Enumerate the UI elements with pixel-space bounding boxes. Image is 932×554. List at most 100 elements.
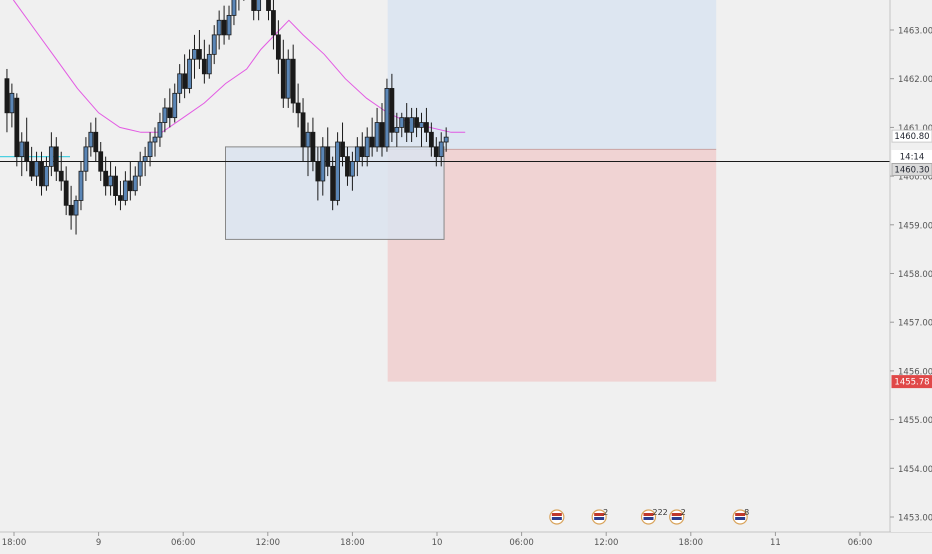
candle[interactable] <box>345 156 350 177</box>
candle[interactable] <box>118 195 123 201</box>
candle[interactable] <box>320 146 326 182</box>
candle[interactable] <box>384 88 390 148</box>
candle[interactable] <box>197 49 202 60</box>
candle[interactable] <box>24 141 30 162</box>
candle[interactable] <box>335 141 340 201</box>
candle[interactable] <box>359 146 365 158</box>
candle[interactable] <box>256 0 262 11</box>
candle[interactable] <box>78 170 84 201</box>
candle[interactable] <box>310 131 316 162</box>
candle[interactable] <box>374 122 380 148</box>
candle[interactable] <box>39 161 44 187</box>
candle[interactable] <box>108 175 113 187</box>
x-tick-label: 12:00 <box>256 538 281 548</box>
candle[interactable] <box>201 58 207 75</box>
candle[interactable] <box>221 19 227 36</box>
candle[interactable] <box>34 161 39 177</box>
candle[interactable] <box>44 165 49 187</box>
candle[interactable] <box>394 127 400 133</box>
candle[interactable] <box>122 180 128 201</box>
y-tick-label: 1460.00 <box>898 173 932 183</box>
candle[interactable] <box>211 34 217 55</box>
candle[interactable] <box>369 136 375 148</box>
candle[interactable] <box>414 117 419 128</box>
candle[interactable] <box>152 136 158 143</box>
candle[interactable] <box>354 146 360 162</box>
candle[interactable] <box>379 122 385 148</box>
candle[interactable] <box>63 180 69 206</box>
candle[interactable] <box>83 146 89 172</box>
candle[interactable] <box>226 14 232 36</box>
candle[interactable] <box>389 88 395 133</box>
candle[interactable] <box>206 53 212 75</box>
candle[interactable] <box>88 131 94 148</box>
candle[interactable] <box>443 136 449 143</box>
candle[interactable] <box>231 0 237 16</box>
candle[interactable] <box>295 102 301 114</box>
candle[interactable] <box>177 73 183 94</box>
us-flag-icon-stripe <box>643 513 654 516</box>
candle[interactable] <box>167 107 173 119</box>
candle[interactable] <box>290 58 296 104</box>
candle[interactable] <box>132 175 138 192</box>
candle[interactable] <box>137 161 143 177</box>
candle[interactable] <box>364 136 370 158</box>
candle[interactable] <box>93 131 99 153</box>
y-tick-label: 1459.00 <box>898 221 932 231</box>
candle[interactable] <box>330 165 336 201</box>
candle[interactable] <box>251 0 257 11</box>
candle[interactable] <box>192 49 197 60</box>
candle[interactable] <box>14 97 20 158</box>
x-tick-label: 12:00 <box>594 538 619 548</box>
candle[interactable] <box>280 58 286 99</box>
candle[interactable] <box>48 146 54 167</box>
candle[interactable] <box>399 117 405 128</box>
close-price-label-text: 1460.30 <box>894 165 929 175</box>
candle[interactable] <box>58 170 64 182</box>
candle[interactable] <box>73 200 79 216</box>
candle[interactable] <box>404 117 410 133</box>
candle[interactable] <box>271 10 276 36</box>
candle[interactable] <box>157 122 163 138</box>
candle[interactable] <box>4 78 10 114</box>
candle[interactable] <box>216 19 222 36</box>
candle[interactable] <box>300 112 306 148</box>
candle[interactable] <box>409 117 415 133</box>
candle[interactable] <box>68 204 74 216</box>
candle[interactable] <box>103 170 109 187</box>
x-tick-label: 18:00 <box>2 538 27 548</box>
candle[interactable] <box>325 146 331 167</box>
moving-average-line <box>12 0 466 133</box>
candle[interactable] <box>315 161 321 182</box>
candle[interactable] <box>127 180 133 192</box>
candle[interactable] <box>340 141 345 158</box>
candle[interactable] <box>433 146 439 158</box>
candle[interactable] <box>9 92 15 114</box>
candle[interactable] <box>305 131 311 148</box>
candle[interactable] <box>428 131 434 148</box>
candle[interactable] <box>98 151 104 172</box>
candle[interactable] <box>29 161 35 177</box>
x-tick-label: 18:00 <box>340 538 365 548</box>
candle[interactable] <box>438 141 444 158</box>
candle[interactable] <box>162 107 168 123</box>
y-tick-label: 1457.00 <box>898 319 932 329</box>
candle[interactable] <box>113 175 118 196</box>
candle[interactable] <box>275 34 281 60</box>
candle[interactable] <box>147 141 153 158</box>
candle[interactable] <box>266 0 271 11</box>
candle[interactable] <box>419 122 424 128</box>
price-axis <box>891 0 932 532</box>
target-zone[interactable] <box>387 0 717 150</box>
candle[interactable] <box>172 92 178 119</box>
candle[interactable] <box>285 58 291 99</box>
candle[interactable] <box>19 141 25 158</box>
candle[interactable] <box>424 122 429 133</box>
candle[interactable] <box>187 58 192 89</box>
us-flag-icon-stripe <box>551 513 562 516</box>
candle[interactable] <box>142 156 148 162</box>
candle[interactable] <box>182 73 188 89</box>
candle[interactable] <box>53 146 59 172</box>
candle[interactable] <box>349 161 355 177</box>
